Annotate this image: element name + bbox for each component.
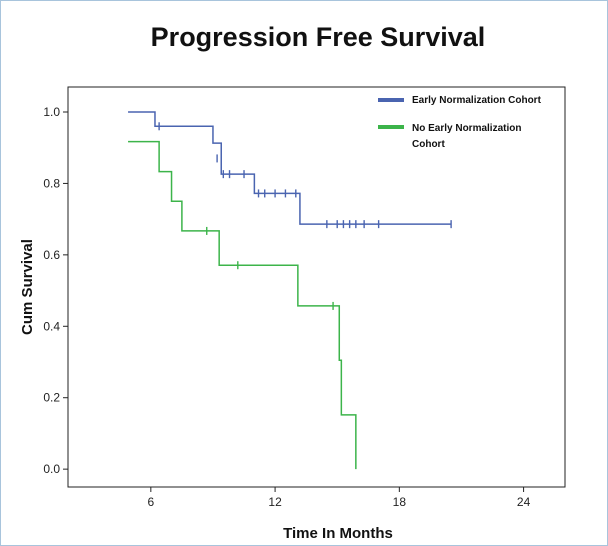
y-axis-label: Cum Survival: [19, 239, 36, 335]
legend-label-no-early-line1: No Early Normalization: [412, 123, 521, 134]
y-tick-label: 0.6: [43, 248, 60, 262]
legend: Early Normalization Cohort No Early Norm…: [378, 95, 542, 150]
legend-label-early: Early Normalization Cohort: [412, 95, 542, 106]
y-tick-label: 0.4: [43, 319, 60, 333]
plot-frame: [67, 86, 566, 488]
y-tick-label: 0.2: [43, 391, 60, 405]
survival-curve-no-early: [128, 140, 357, 470]
x-axis-ticks: 6 12 18 24: [147, 487, 531, 509]
series-layer: [128, 111, 452, 470]
survival-curve-early: [128, 111, 452, 225]
x-tick-label: 24: [517, 495, 531, 509]
legend-swatch-no-early: [378, 125, 404, 129]
legend-label-no-early: No Early Normalization Cohort: [412, 123, 521, 150]
x-tick-label: 6: [147, 495, 154, 509]
x-axis-label: Time In Months: [283, 525, 393, 542]
x-tick-label: 12: [268, 495, 282, 509]
y-tick-label: 0.0: [43, 462, 60, 476]
chart-title: Progression Free Survival: [151, 22, 486, 52]
x-tick-label: 18: [393, 495, 407, 509]
y-tick-label: 1.0: [43, 105, 60, 119]
legend-label-no-early-line2: Cohort: [412, 139, 445, 150]
y-tick-label: 0.8: [43, 176, 60, 190]
plot-axes: [67, 86, 566, 488]
legend-swatch-early: [378, 98, 404, 102]
y-axis-ticks: 0.0 0.2 0.4 0.6 0.8 1.0: [43, 105, 68, 476]
